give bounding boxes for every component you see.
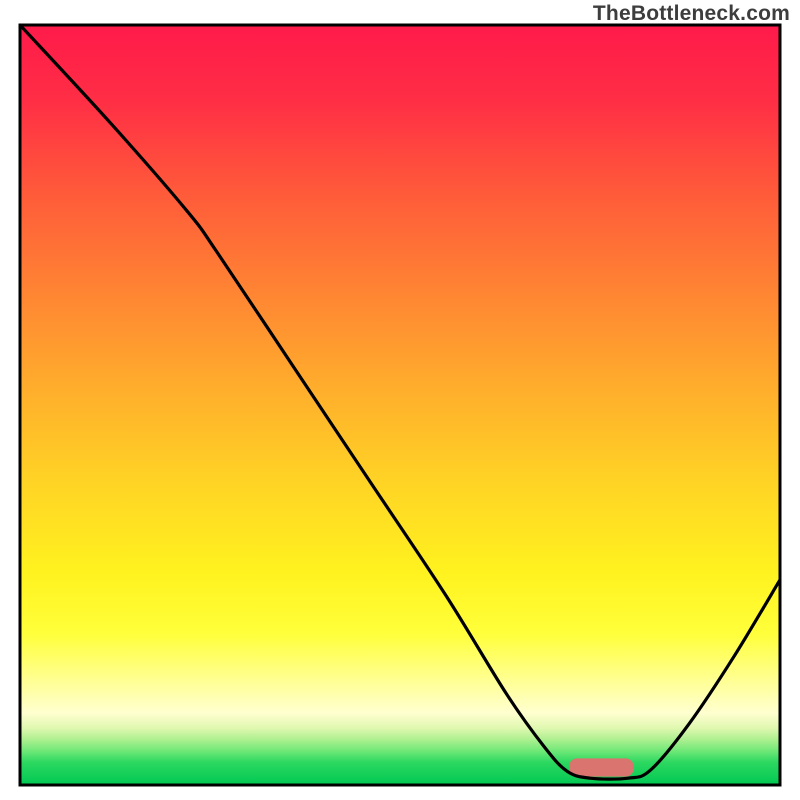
gradient-background [20,25,780,785]
bottleneck-chart [0,0,800,800]
chart-container: TheBottleneck.com [0,0,800,800]
optimal-range-marker [569,758,634,776]
